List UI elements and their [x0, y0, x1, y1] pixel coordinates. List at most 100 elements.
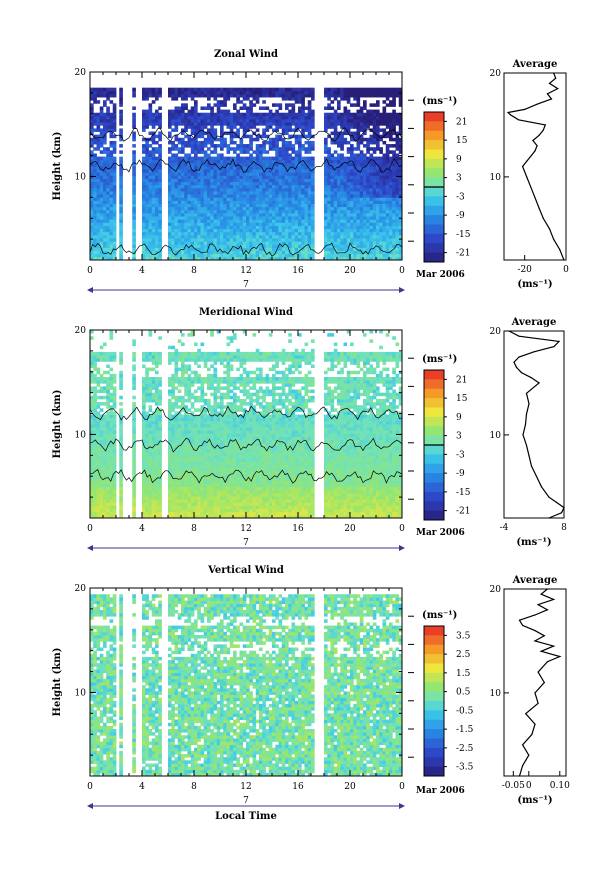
heatmap-cell [216, 209, 221, 214]
heatmap-cell [389, 178, 393, 183]
heatmap-cell [278, 119, 283, 123]
heatmap-cell [272, 159, 276, 164]
heatmap-cell [246, 184, 250, 189]
heatmap-cell [145, 505, 149, 509]
heatmap-cell [333, 238, 338, 242]
heatmap-cell [353, 209, 357, 214]
heatmap-cell [272, 256, 276, 261]
heatmap-cell [382, 191, 387, 195]
heatmap-cell [223, 178, 227, 183]
heatmap-cell [350, 203, 354, 208]
heatmap-cell [307, 184, 312, 189]
heatmap-cell [109, 436, 114, 441]
heatmap-cell [151, 184, 156, 189]
heatmap-cell [298, 175, 302, 179]
heatmap-cell [278, 191, 283, 195]
heatmap-cell [337, 175, 341, 179]
heatmap-cell [132, 191, 136, 195]
heatmap-cell [203, 131, 208, 136]
heatmap-cell [207, 256, 211, 261]
heatmap-cell [346, 119, 351, 123]
heatmap-cell [242, 172, 247, 176]
heatmap-cell [151, 90, 156, 95]
heatmap-cell [376, 247, 380, 251]
heatmap-cell [151, 253, 156, 258]
heatmap-cell [356, 247, 361, 251]
heatmap-cell [106, 147, 110, 151]
heatmap-cell [262, 234, 266, 239]
heatmap-cell [356, 206, 361, 211]
heatmap-cell [398, 100, 403, 104]
heatmap-cell [119, 225, 123, 230]
heatmap-cell [132, 380, 136, 384]
profile-point [534, 197, 536, 199]
heatmap-cell [389, 169, 393, 173]
heatmap-cell [233, 213, 237, 217]
heatmap-cell [346, 187, 351, 192]
heatmap-cell [145, 489, 149, 494]
heatmap-cell [304, 231, 309, 236]
heatmap-cell [109, 247, 114, 251]
heatmap-cell [262, 225, 266, 230]
colorbar-tick-label: 3 [456, 174, 462, 184]
heatmap-cell [385, 153, 390, 157]
heatmap-cell [132, 169, 136, 173]
heatmap-cell [229, 191, 234, 195]
heatmap-cell [200, 150, 205, 154]
heatmap-cell [145, 355, 149, 359]
heatmap-cell [395, 244, 400, 248]
heatmap-cell [246, 241, 250, 245]
heatmap-cell [285, 219, 289, 223]
heatmap-cell [366, 256, 370, 261]
heatmap-cell [207, 181, 211, 186]
heatmap-cell [379, 137, 383, 142]
heatmap-cell [109, 213, 114, 217]
heatmap-cell [90, 131, 94, 136]
heatmap-cell [109, 414, 114, 419]
heatmap-cell [395, 197, 400, 201]
heatmap-cell [197, 131, 201, 136]
heatmap-cell [311, 184, 315, 189]
heatmap-cell [171, 144, 175, 148]
heatmap-cell [307, 253, 312, 258]
heatmap-cell [174, 187, 179, 192]
heatmap-cell [203, 125, 208, 129]
heatmap-cell [301, 93, 305, 98]
heatmap-cell [343, 247, 348, 251]
heatmap-cell [158, 122, 162, 126]
heatmap-cell [132, 449, 136, 453]
heatmap-cell [229, 244, 234, 248]
heatmap-cell [197, 228, 201, 233]
heatmap-cell [291, 159, 296, 164]
heatmap-cell [278, 137, 283, 142]
heatmap-cell [203, 144, 208, 148]
heatmap-cell [145, 367, 149, 372]
heatmap-cell [181, 178, 185, 183]
heatmap-cell [330, 228, 335, 233]
heatmap-cell [288, 119, 292, 123]
heatmap-cell [389, 231, 393, 236]
heatmap-cell [90, 351, 94, 356]
heatmap-cell [99, 159, 104, 164]
heatmap-cell [148, 433, 153, 437]
heatmap-cell [207, 156, 211, 161]
heatmap-cell [340, 247, 344, 251]
heatmap-cell [90, 361, 94, 365]
heatmap-cell [346, 112, 351, 117]
heatmap-cell [203, 219, 208, 223]
heatmap-cell [132, 166, 136, 170]
heatmap-cell [203, 115, 208, 120]
heatmap-cell [109, 150, 114, 154]
heatmap-cell [151, 187, 156, 192]
heatmap-cell [385, 178, 390, 183]
heatmap-cell [96, 90, 101, 95]
heatmap-cell [207, 209, 211, 214]
heatmap-cell [385, 225, 390, 230]
heatmap-cell [252, 87, 257, 92]
heatmap-cell [259, 200, 263, 204]
heatmap-cell [275, 213, 279, 217]
heatmap-cell [200, 93, 205, 98]
heatmap-cell [272, 191, 276, 195]
heatmap-cell [369, 109, 374, 114]
heatmap-cell [174, 106, 179, 110]
